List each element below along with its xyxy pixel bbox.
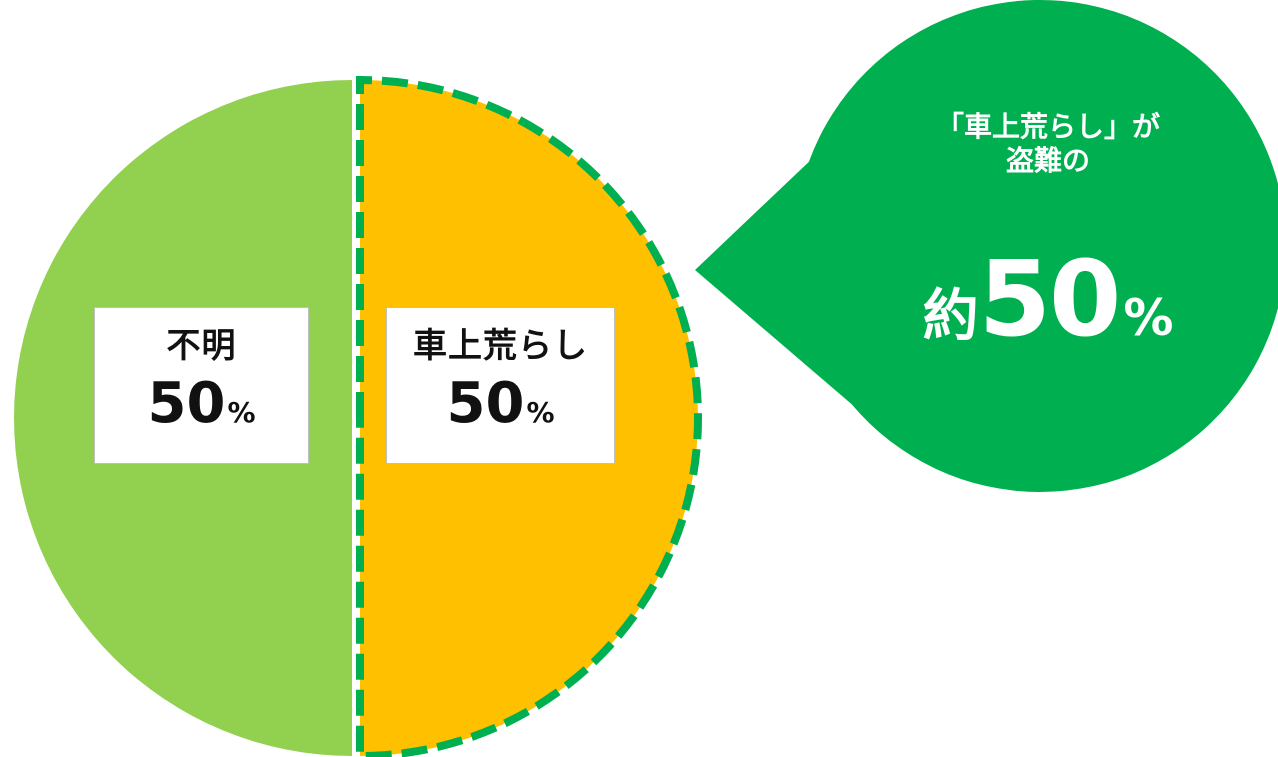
callout-bubble (695, 0, 1278, 492)
callout-prefix: 約 (922, 284, 979, 349)
unknown-slice-name: 不明 (166, 326, 237, 366)
callout-unit: % (1123, 289, 1174, 347)
callout-text: 「車上荒らし」が 盗難の 約50% (848, 110, 1248, 385)
callout-value: 50 (978, 238, 1122, 360)
theft-slice-name: 車上荒らし (413, 326, 588, 366)
theft-slice-unit: % (526, 396, 555, 429)
callout-line-1: 「車上荒らし」が (935, 110, 1160, 143)
unknown-slice-value-line: 50% (148, 376, 256, 445)
theft-slice-value-line: 50% (447, 376, 555, 445)
theft-slice-value: 50 (446, 371, 525, 436)
unknown-slice-label-box: 不明 50% (94, 307, 309, 464)
callout-highlight: 約50% (848, 244, 1248, 385)
unknown-slice-unit: % (227, 396, 256, 429)
unknown-slice-value: 50 (147, 371, 226, 436)
theft-slice-label-box: 車上荒らし 50% (386, 307, 615, 464)
callout-line-2: 盗難の (1005, 144, 1090, 177)
